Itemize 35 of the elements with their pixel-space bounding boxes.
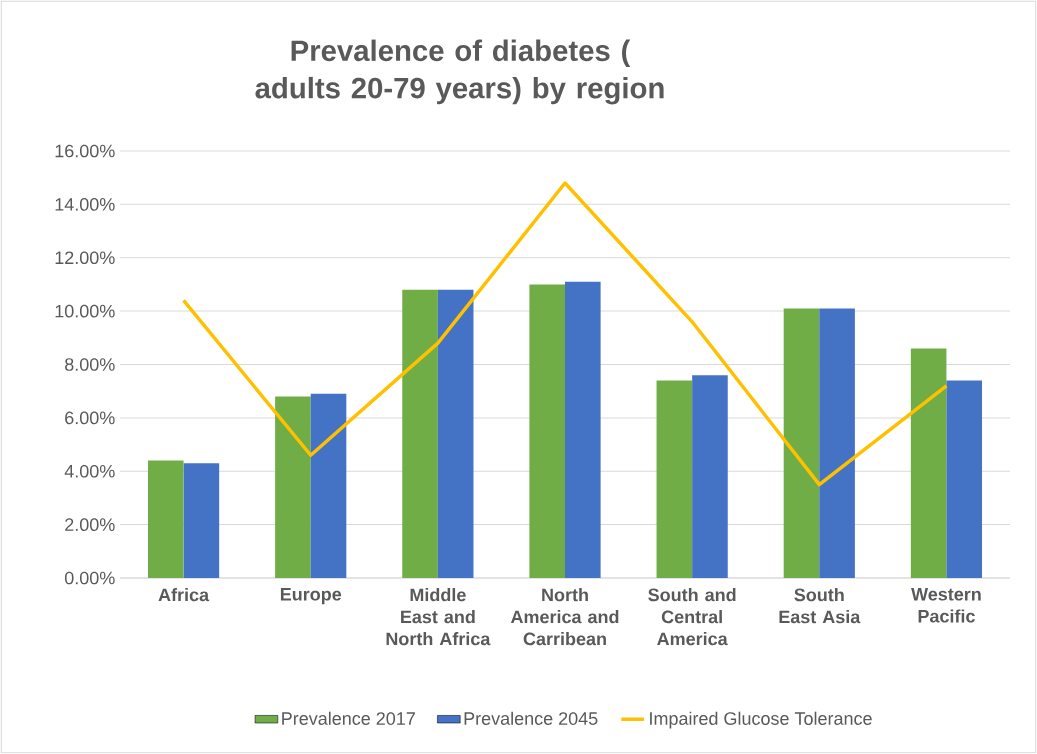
x-tick-label: Africa <box>158 588 210 602</box>
bar <box>437 289 474 578</box>
line-series <box>181 181 949 487</box>
x-tick-label: Europe <box>280 588 342 605</box>
legend-label: Prevalence 2045 <box>464 711 598 725</box>
x-tick-label: South East Asia <box>779 588 861 624</box>
y-tick-label: 0.00% <box>64 571 115 585</box>
bar <box>656 380 693 578</box>
bar <box>402 289 438 578</box>
bar <box>529 284 566 578</box>
legend-label: Prevalence 2017 <box>282 711 415 725</box>
bar <box>147 460 184 578</box>
y-tick-label: 6.00% <box>65 411 115 425</box>
y-tick-label: 14.00% <box>55 198 115 211</box>
bar <box>819 308 855 578</box>
bar <box>183 463 220 578</box>
y-tick-label: 2.00% <box>65 518 115 531</box>
bar <box>910 348 947 578</box>
bar <box>946 380 983 578</box>
y-tick-label: 12.00% <box>55 251 115 265</box>
chart-title: Prevalence of diabetes ( adults 20-79 years) by region <box>255 39 664 105</box>
x-tick-label: Middle East and North Africa <box>386 588 491 646</box>
bar <box>783 308 820 578</box>
bar <box>310 393 347 578</box>
y-tick-label: 10.00% <box>55 304 115 318</box>
y-tick-label: 4.00% <box>64 464 115 478</box>
bar <box>275 396 311 578</box>
y-tick-label: 8.00% <box>65 358 115 371</box>
legend-label: Impaired Glucose Tolerance <box>650 711 872 729</box>
x-tick-label: North America and Carribean <box>510 588 619 646</box>
x-tick-label: South and Central America <box>648 588 736 646</box>
bar <box>692 375 728 578</box>
y-tick-label: 16.00% <box>55 144 115 158</box>
x-tick-label: Western Pacific <box>911 588 981 623</box>
bar <box>565 281 601 578</box>
